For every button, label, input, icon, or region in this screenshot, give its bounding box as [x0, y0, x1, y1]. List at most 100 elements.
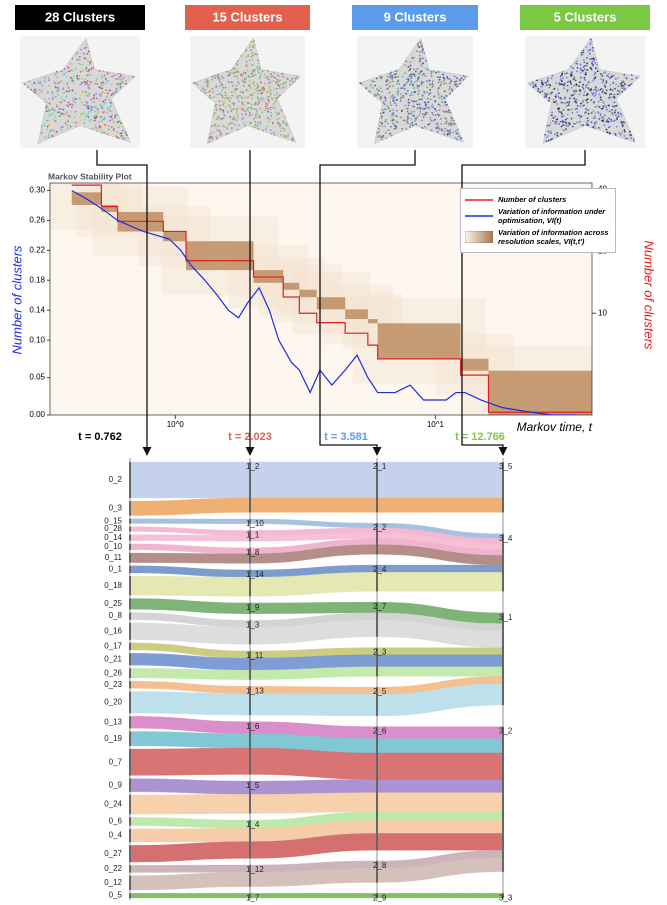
series-line — [71, 189, 577, 415]
thumbnail-dot — [289, 80, 291, 82]
thumbnail-dot — [78, 97, 81, 100]
thumbnail-dot — [70, 69, 72, 71]
thumbnail-dot — [575, 83, 578, 86]
thumbnail-dot — [71, 58, 74, 60]
thumbnail-dot — [531, 82, 534, 84]
thumbnail-dot — [621, 84, 624, 87]
heatmap-block — [377, 323, 461, 359]
thumbnail-dot — [451, 123, 454, 126]
thumbnail-dot — [425, 67, 427, 70]
thumbnail-dot — [430, 72, 433, 75]
thumbnail-dot — [621, 124, 624, 126]
flow — [376, 654, 504, 667]
node — [376, 687, 378, 716]
thumbnail-dot — [591, 49, 594, 52]
thumbnail-dot — [410, 73, 413, 75]
thumbnail-dot — [400, 93, 402, 95]
thumbnail-dot — [456, 77, 458, 79]
thumbnail-dot — [416, 68, 418, 70]
node — [129, 462, 131, 498]
thumbnail-dot — [449, 122, 452, 125]
thumbnail-dot — [102, 104, 105, 107]
thumbnail-dot — [267, 91, 270, 94]
thumbnail-dot — [570, 83, 572, 86]
thumbnail-dot — [558, 111, 561, 113]
thumbnail-dot — [624, 131, 626, 133]
thumbnail-dot — [426, 91, 428, 93]
thumbnail-dot — [66, 83, 69, 86]
thumbnail-dot — [270, 90, 273, 92]
thumbnail-dot — [423, 90, 426, 93]
thumbnail-dot — [246, 102, 249, 104]
thumbnail-dot — [268, 82, 270, 85]
thumbnail-dot — [90, 98, 93, 101]
thumbnail-dot — [97, 121, 100, 124]
thumbnail-dot — [594, 61, 597, 64]
thumbnail-dot — [48, 85, 50, 87]
thumbnail-dot — [583, 104, 585, 107]
thumbnail-dot — [453, 75, 456, 78]
thumbnail-dot — [616, 118, 618, 121]
thumbnail-dot — [291, 82, 294, 85]
thumbnail-dot — [278, 79, 281, 82]
thumbnail-dot — [580, 69, 583, 72]
thumbnail-dot — [614, 78, 617, 80]
thumbnail-dot — [443, 82, 445, 85]
thumbnail-dot — [55, 103, 58, 106]
thumbnail-dot — [561, 80, 563, 82]
thumbnail-dot — [578, 93, 581, 96]
thumbnail-dot — [449, 78, 451, 80]
connector — [461, 150, 586, 456]
thumbnail-dot — [269, 106, 272, 109]
thumbnail-dot — [48, 98, 51, 100]
thumbnail-dot — [64, 122, 67, 124]
thumbnail-dot — [561, 73, 563, 76]
thumbnail-dot — [572, 67, 575, 70]
thumbnail-dot — [276, 118, 278, 121]
thumbnail-dot — [573, 84, 576, 87]
thumbnail-dot — [597, 89, 600, 92]
thumbnail-dot — [392, 93, 395, 96]
legend-label: Variation of information under optimisat… — [498, 207, 606, 225]
thumbnail-dot — [244, 110, 247, 113]
thumbnail-dot — [605, 106, 608, 109]
thumbnail-dot — [114, 78, 117, 80]
thumbnail-dot — [386, 78, 388, 81]
thumbnail-dot — [252, 117, 255, 119]
thumbnail-dot — [549, 84, 552, 87]
thumbnail-dot — [411, 57, 414, 60]
thumbnail-dot — [225, 86, 227, 89]
thumbnail-dot — [437, 103, 440, 106]
node-label: 1_9 — [246, 603, 260, 612]
thumbnail-dot — [259, 107, 262, 110]
thumbnail-dot — [546, 124, 549, 127]
thumbnail-dot — [116, 83, 119, 85]
thumbnail-dot — [580, 51, 583, 54]
thumbnail-dot — [568, 100, 571, 103]
thumbnail-dot — [227, 81, 230, 83]
thumbnail-dot — [404, 104, 407, 107]
thumbnail-dot — [555, 82, 557, 84]
thumbnail-dot — [379, 77, 382, 80]
thumbnail-dot — [587, 81, 590, 84]
thumbnail-dot — [264, 82, 266, 85]
thumbnail-dot — [602, 100, 604, 103]
thumbnail-dot — [85, 67, 88, 70]
thumbnail-dot — [407, 122, 409, 125]
thumbnail-dot — [437, 124, 439, 127]
thumbnail-dot — [395, 104, 398, 107]
thumbnail-dot — [587, 124, 589, 126]
thumbnail-dot — [96, 83, 98, 85]
thumbnail-dot — [223, 113, 225, 116]
thumbnail-dot — [446, 103, 448, 106]
node-label: 1_14 — [246, 570, 264, 579]
node — [376, 893, 378, 898]
thumbnail-dot — [430, 75, 433, 78]
thumbnail-dot — [50, 129, 53, 132]
thumbnail-dot — [570, 65, 573, 68]
thumbnail-dot — [265, 107, 267, 110]
thumbnail-dot — [58, 101, 61, 103]
thumbnail-dot — [117, 137, 120, 139]
thumbnail-dot — [413, 100, 416, 103]
thumbnail-dot — [623, 135, 626, 137]
